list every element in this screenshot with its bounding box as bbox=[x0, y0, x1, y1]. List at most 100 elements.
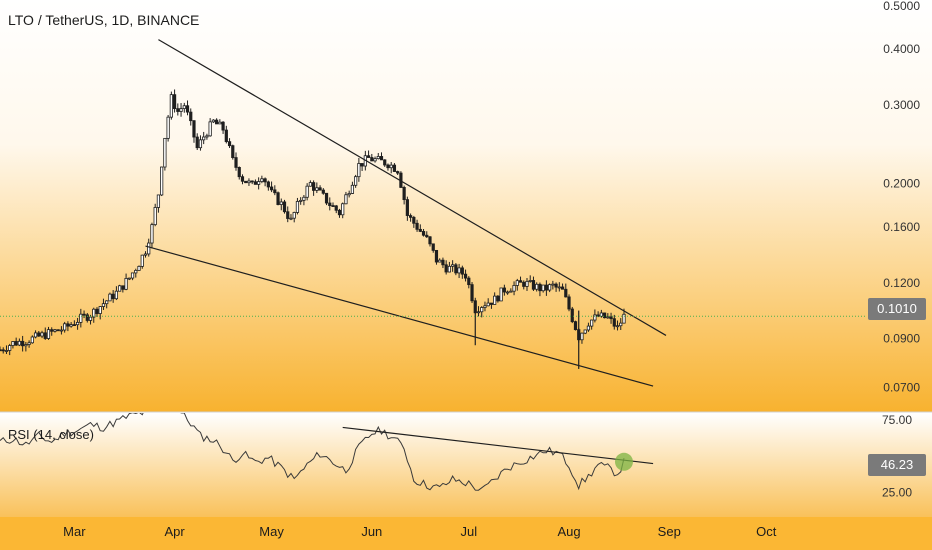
candle-body bbox=[253, 181, 258, 185]
candle-body bbox=[528, 280, 532, 282]
candle-body bbox=[130, 272, 135, 279]
candle-body bbox=[383, 159, 387, 166]
candle-body bbox=[108, 293, 112, 302]
candle-body bbox=[37, 332, 41, 337]
candle-body bbox=[143, 253, 148, 256]
candle-body bbox=[438, 259, 442, 263]
candle-body bbox=[114, 290, 118, 300]
time-tick-label: Oct bbox=[756, 524, 777, 539]
candle-body bbox=[483, 305, 487, 308]
rsi-trendline bbox=[342, 426, 654, 465]
candle-body bbox=[538, 283, 542, 292]
candle-body bbox=[619, 322, 623, 327]
price-tick-label: 0.0700 bbox=[883, 380, 920, 394]
rsi-axis: 75.00 25.00 bbox=[882, 413, 912, 499]
candle-body bbox=[496, 295, 500, 302]
candle-body bbox=[153, 207, 157, 226]
candle-body bbox=[240, 176, 245, 182]
candle-body bbox=[302, 196, 306, 201]
candle-body bbox=[66, 323, 70, 327]
candle-body bbox=[499, 287, 503, 302]
time-tick-label: Jun bbox=[361, 524, 382, 539]
candle-body bbox=[583, 329, 587, 334]
candle-body bbox=[480, 307, 484, 313]
candle-body bbox=[418, 228, 422, 232]
candle-body bbox=[85, 314, 89, 321]
candle-body bbox=[580, 332, 584, 341]
candle-body bbox=[8, 345, 12, 351]
candle-body bbox=[185, 105, 190, 113]
time-tick-label: Aug bbox=[557, 524, 580, 539]
rsi-value-tag: 46.23 bbox=[868, 454, 926, 476]
candle-body bbox=[0, 349, 2, 352]
candle-body bbox=[124, 278, 128, 290]
candle-body bbox=[98, 306, 102, 314]
candle-body bbox=[111, 293, 115, 300]
candle-body bbox=[596, 314, 600, 317]
candle-body bbox=[266, 181, 270, 188]
candle-body bbox=[195, 136, 199, 149]
candle-body bbox=[505, 291, 510, 294]
candle-body bbox=[237, 167, 241, 178]
candle-body bbox=[570, 308, 574, 323]
candle-body bbox=[50, 329, 54, 332]
candle-body bbox=[59, 329, 64, 332]
price-tick-label: 0.2000 bbox=[883, 177, 920, 191]
candle-body bbox=[202, 136, 206, 141]
candle-body bbox=[92, 308, 96, 318]
price-pane-background bbox=[0, 0, 932, 412]
candle-body bbox=[409, 215, 413, 218]
candle-body bbox=[551, 283, 555, 286]
candle-body bbox=[531, 280, 536, 290]
candle-body bbox=[11, 341, 15, 346]
candle-body bbox=[425, 234, 429, 238]
candle-body bbox=[176, 108, 180, 112]
candle-body bbox=[331, 205, 335, 207]
candle-body bbox=[463, 273, 468, 279]
candle-body bbox=[218, 121, 222, 125]
candle-body bbox=[269, 186, 274, 191]
candle-body bbox=[489, 302, 494, 305]
candle-body bbox=[344, 194, 348, 205]
candle-body bbox=[347, 193, 351, 196]
candle-body bbox=[134, 269, 138, 274]
candle-body bbox=[518, 280, 523, 283]
candle-body bbox=[386, 164, 390, 169]
candle-body bbox=[451, 264, 455, 267]
candle-body bbox=[396, 171, 400, 174]
candle-body bbox=[334, 205, 338, 211]
candle-body bbox=[105, 300, 109, 305]
candle-body bbox=[428, 236, 432, 245]
candle-body bbox=[137, 265, 141, 271]
candle-body bbox=[121, 285, 125, 290]
candle-body bbox=[567, 296, 571, 310]
candle-body bbox=[276, 192, 280, 205]
candle-body bbox=[525, 280, 529, 287]
candle-body bbox=[75, 321, 80, 326]
price-tick-label: 0.1200 bbox=[883, 276, 920, 290]
candle-body bbox=[244, 180, 248, 184]
candle-body bbox=[486, 302, 490, 307]
candle-body bbox=[257, 181, 261, 185]
candle-body bbox=[308, 182, 312, 187]
candle-body bbox=[535, 283, 539, 290]
candle-body bbox=[299, 199, 303, 202]
candle-body bbox=[434, 249, 439, 263]
candle-body bbox=[169, 94, 173, 118]
candle-body bbox=[198, 139, 203, 149]
candle-body bbox=[172, 94, 177, 110]
candle-body bbox=[350, 184, 355, 194]
candle-body bbox=[286, 211, 290, 219]
candle-body bbox=[295, 201, 300, 213]
time-tick-label: Sep bbox=[658, 524, 681, 539]
candle-body bbox=[593, 314, 597, 321]
price-tick-label: 0.1600 bbox=[883, 220, 920, 234]
candle-body bbox=[609, 316, 613, 320]
candle-body bbox=[560, 286, 565, 290]
candle-body bbox=[156, 194, 161, 208]
candle-body bbox=[224, 129, 228, 143]
candle-body bbox=[263, 178, 267, 183]
candle-body bbox=[564, 288, 568, 298]
rsi-line bbox=[0, 413, 625, 491]
candle-body bbox=[53, 329, 57, 332]
